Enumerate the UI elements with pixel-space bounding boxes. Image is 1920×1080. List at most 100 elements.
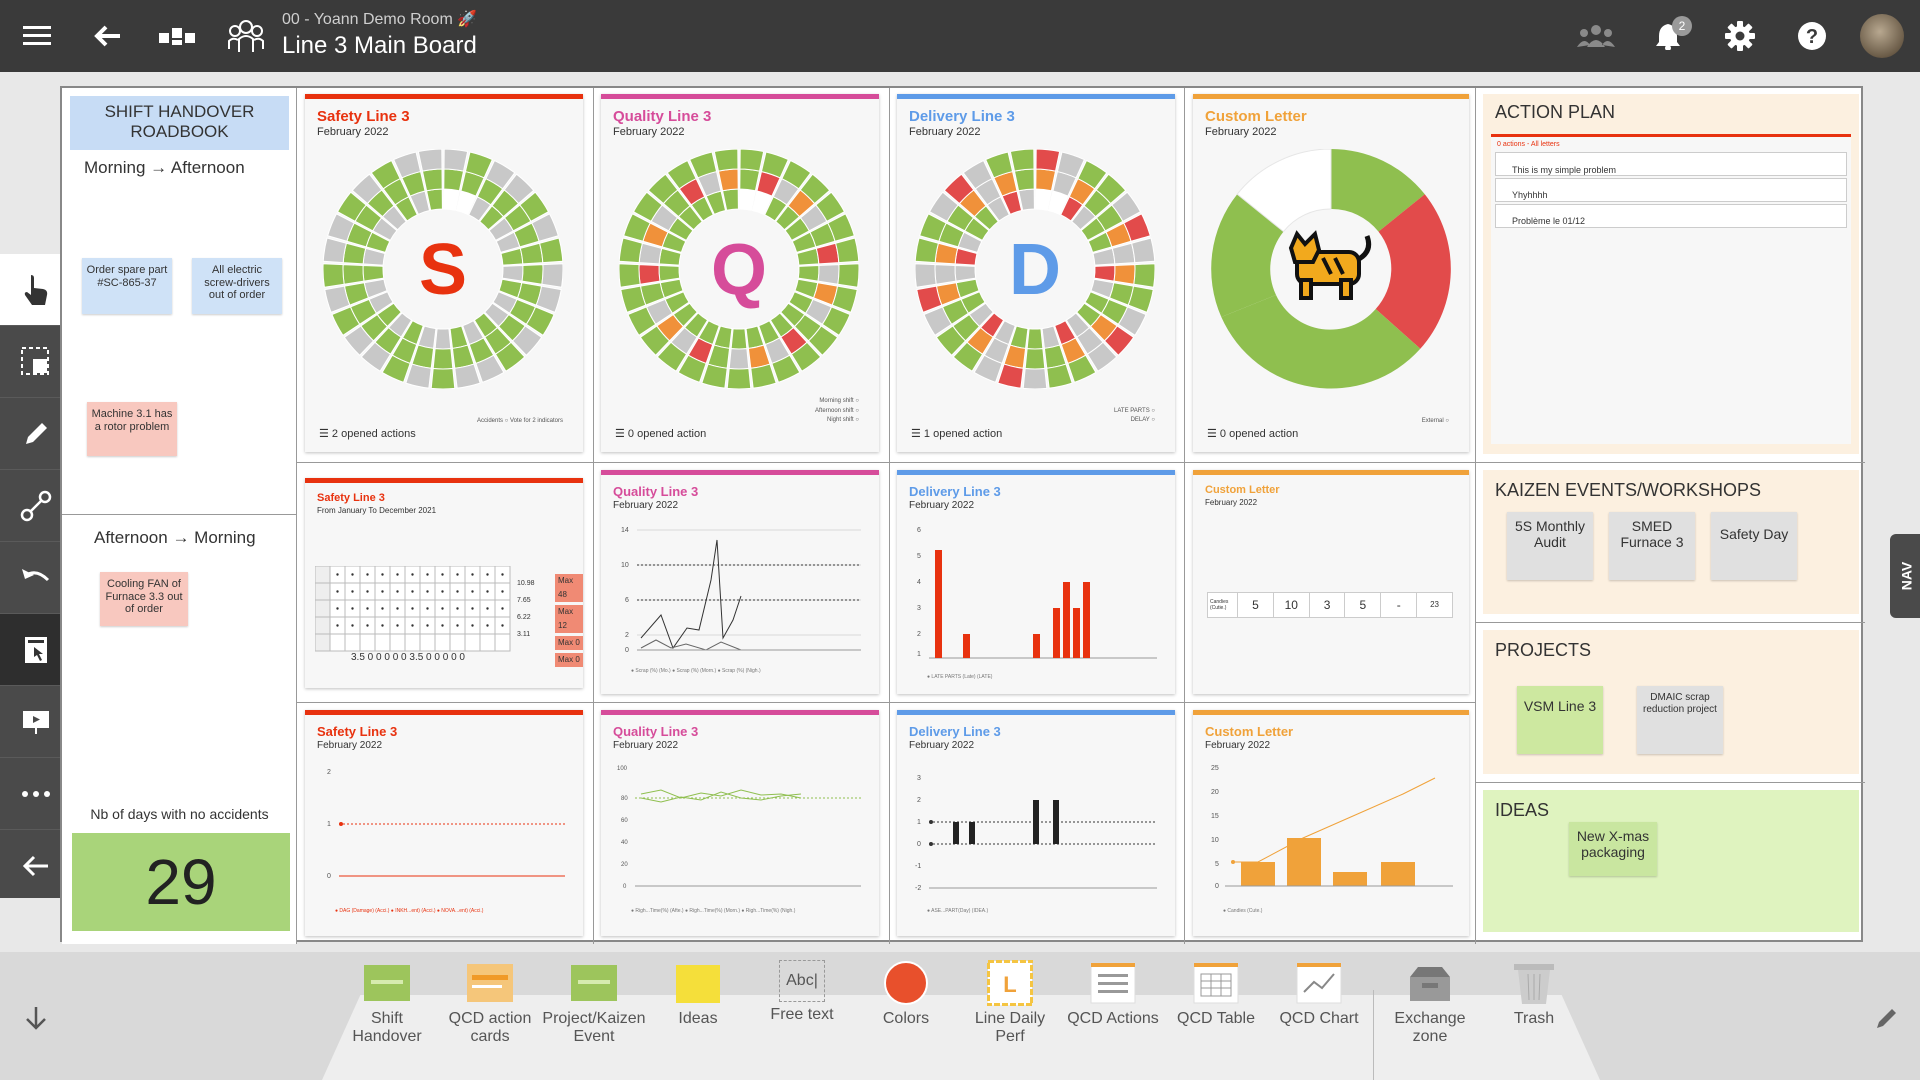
quality-calendar-donut: Q bbox=[619, 149, 859, 389]
svg-text:2: 2 bbox=[917, 797, 921, 804]
board-title: Line 3 Main Board bbox=[282, 32, 477, 59]
quality-donut-panel[interactable]: Quality Line 3 February 2022 Q Morning s… bbox=[601, 94, 879, 452]
boards-icon[interactable] bbox=[156, 14, 200, 58]
sticky-note[interactable]: Order spare part #SC-865-37 bbox=[82, 258, 172, 314]
participants-icon[interactable] bbox=[1574, 14, 1618, 58]
panel-title: Quality Line 3 bbox=[613, 108, 712, 125]
tool-qcd-actions[interactable]: QCD Actions bbox=[1061, 960, 1165, 1028]
kaizen-card[interactable]: Safety Day bbox=[1711, 512, 1797, 580]
tool-exchange-zone[interactable]: Exchange zone bbox=[1378, 960, 1482, 1047]
tool-trash[interactable]: Trash bbox=[1482, 960, 1586, 1028]
tool-line-daily-perf[interactable]: L Line Daily Perf bbox=[958, 960, 1062, 1047]
tool-free-text[interactable]: Abc| Free text bbox=[750, 960, 854, 1024]
panel-title: Delivery Line 3 bbox=[909, 484, 1001, 499]
main-board: SHIFT HANDOVER ROADBOOK Morning → Aftern… bbox=[60, 86, 1865, 944]
svg-text:2: 2 bbox=[625, 632, 629, 639]
action-item[interactable]: This is my simple problem bbox=[1495, 152, 1847, 176]
help-icon[interactable]: ? bbox=[1790, 14, 1834, 58]
kaizen-card[interactable]: 5S Monthly Audit bbox=[1507, 512, 1593, 580]
menu-icon[interactable] bbox=[15, 14, 59, 58]
team-icon[interactable] bbox=[224, 14, 268, 58]
quality-line-chart-panel[interactable]: Quality Line 3 February 2022 14 10 6 2 0 ● S… bbox=[601, 470, 879, 694]
panel-title: Delivery Line 3 bbox=[909, 724, 1001, 739]
svg-text:-2: -2 bbox=[915, 885, 921, 892]
tool-ideas[interactable]: Ideas bbox=[646, 960, 750, 1028]
sticky-note[interactable]: Cooling FAN of Furnace 3.3 out of order bbox=[100, 572, 188, 626]
roadbook-title: SHIFT HANDOVER ROADBOOK bbox=[70, 96, 289, 150]
tool-qcd-action-cards[interactable]: QCD action cards bbox=[438, 960, 542, 1047]
avatar[interactable] bbox=[1860, 14, 1904, 58]
kpi-letter: Q bbox=[711, 230, 767, 310]
svg-text:1: 1 bbox=[917, 819, 921, 826]
svg-text:● Candies (Cute.): ● Candies (Cute.) bbox=[1223, 908, 1263, 914]
delivery-donut-panel[interactable]: Delivery Line 3 February 2022 D LATE PAR… bbox=[897, 94, 1175, 452]
select-area-icon[interactable] bbox=[0, 326, 72, 398]
no-accident-days-counter[interactable]: 29 bbox=[72, 833, 290, 931]
project-card[interactable]: DMAIC scrap reduction project bbox=[1637, 686, 1723, 754]
toolbar-tray bbox=[322, 995, 1600, 1080]
tool-shift-handover[interactable]: Shift Handover bbox=[335, 960, 439, 1047]
safety-table-panel[interactable]: Safety Line 3 From January To December 2… bbox=[305, 478, 583, 688]
room-name[interactable]: 00 - Yoann Demo Room 🚀 bbox=[282, 11, 478, 28]
kaizen-card[interactable]: SMED Furnace 3 bbox=[1609, 512, 1695, 580]
divider bbox=[62, 514, 296, 515]
delivery-bar-chart: 6 5 4 3 2 1 ● LATE PARTS (Late) (LATE) bbox=[917, 527, 1157, 680]
svg-text:● Righ...Time(%) (Afte.) ● R: ● Righ...Time(%) (Afte.) ● Righ...Time(%… bbox=[631, 908, 796, 914]
svg-text:-1: -1 bbox=[915, 863, 921, 870]
ideas-section: IDEAS New X-mas packaging bbox=[1483, 790, 1859, 932]
action-plan-list[interactable]: 0 actions - All letters This is my simpl… bbox=[1491, 134, 1851, 444]
custom-letter-chart-panel[interactable]: Custom Letter February 2022 25 20 15 10 5 0 ●… bbox=[1193, 710, 1469, 936]
gear-icon[interactable] bbox=[1718, 14, 1762, 58]
safety-line-chart-panel[interactable]: Safety Line 3 February 2022 2 1 0 ● DAG (D… bbox=[305, 710, 583, 936]
svg-text:20: 20 bbox=[1211, 789, 1219, 796]
max-column: Max 48 Max 12 Max 0 Max 0 bbox=[555, 574, 583, 667]
svg-text:3: 3 bbox=[917, 775, 921, 782]
tool-qcd-table[interactable]: QCD Table bbox=[1164, 960, 1268, 1028]
pen-icon[interactable] bbox=[0, 398, 72, 470]
tool-qcd-chart[interactable]: QCD Chart bbox=[1267, 960, 1371, 1028]
connector-icon[interactable] bbox=[0, 470, 72, 542]
svg-text:4: 4 bbox=[917, 579, 921, 586]
opened-actions-label[interactable]: ☰ 0 opened action bbox=[1207, 428, 1299, 440]
panel-title: Custom Letter bbox=[1205, 724, 1294, 739]
sticky-note[interactable]: Machine 3.1 has a rotor problem bbox=[87, 402, 177, 456]
opened-actions-label[interactable]: ☰ 2 opened actions bbox=[319, 428, 416, 440]
ideas-icon bbox=[673, 960, 723, 1006]
action-item[interactable]: Problème le 01/12 bbox=[1495, 204, 1847, 228]
safety-donut-panel[interactable]: Safety Line 3 February 2022 S Accidents … bbox=[305, 94, 583, 452]
custom-letter-donut-panel[interactable]: Custom Letter February 2022 External ○ ☰… bbox=[1193, 94, 1469, 452]
svg-text:25: 25 bbox=[1211, 765, 1219, 772]
panel-title: Safety Line 3 bbox=[317, 492, 385, 504]
undo-icon[interactable] bbox=[0, 542, 72, 614]
nav-drawer-tab[interactable]: NAV bbox=[1890, 534, 1920, 618]
average-column: 10.98 7.65 6.22 3.11 bbox=[517, 580, 535, 638]
panel-title: Safety Line 3 bbox=[317, 724, 398, 739]
action-item[interactable]: Yhyhhhh bbox=[1495, 178, 1847, 202]
edit-pen-icon[interactable] bbox=[1874, 1005, 1900, 1036]
svg-text:● ASE...PART(Day) (IDEA.): ● ASE...PART(Day) (IDEA.) bbox=[927, 908, 989, 914]
collapse-arrow-icon[interactable] bbox=[0, 830, 72, 902]
delivery-ase-chart-panel[interactable]: Delivery Line 3 February 2022 3 2 1 0 -1 -2 ●… bbox=[897, 710, 1175, 936]
custom-letter-chart: 25 20 15 10 5 0 ● Candies (Cute.) bbox=[1211, 765, 1453, 914]
more-icon[interactable] bbox=[0, 758, 72, 830]
present-board-icon[interactable] bbox=[0, 686, 72, 758]
panel-subtitle: February 2022 bbox=[909, 500, 975, 511]
custom-letter-table-panel[interactable]: Custom Letter February 2022 Candies (Cut… bbox=[1193, 470, 1469, 694]
svg-text:0: 0 bbox=[917, 841, 921, 848]
qcd-table-icon bbox=[1191, 960, 1241, 1006]
quality-percent-chart-panel[interactable]: Quality Line 3 February 2022 100 80 60 40 20… bbox=[601, 710, 879, 936]
tool-project-kaizen[interactable]: Project/Kaizen Event bbox=[542, 960, 646, 1047]
idea-card[interactable]: New X-mas packaging bbox=[1569, 822, 1657, 876]
back-arrow-icon[interactable] bbox=[86, 14, 130, 58]
cat-icon bbox=[1288, 230, 1372, 300]
sticky-note[interactable]: All electric screw-drivers out of order bbox=[192, 258, 282, 314]
tool-colors[interactable]: Colors bbox=[854, 960, 958, 1028]
svg-text:2: 2 bbox=[327, 769, 331, 776]
delivery-bar-chart-panel[interactable]: Delivery Line 3 February 2022 6 5 4 3 2 1 ● L… bbox=[897, 470, 1175, 694]
opened-actions-label[interactable]: ☰ 1 opened action bbox=[911, 428, 1003, 440]
collapse-toolbar-icon[interactable] bbox=[22, 1005, 50, 1036]
panel-subtitle: February 2022 bbox=[613, 126, 685, 138]
svg-text:15: 15 bbox=[1211, 813, 1219, 820]
opened-actions-label[interactable]: ☰ 0 opened action bbox=[615, 428, 707, 440]
project-card[interactable]: VSM Line 3 bbox=[1517, 686, 1603, 754]
